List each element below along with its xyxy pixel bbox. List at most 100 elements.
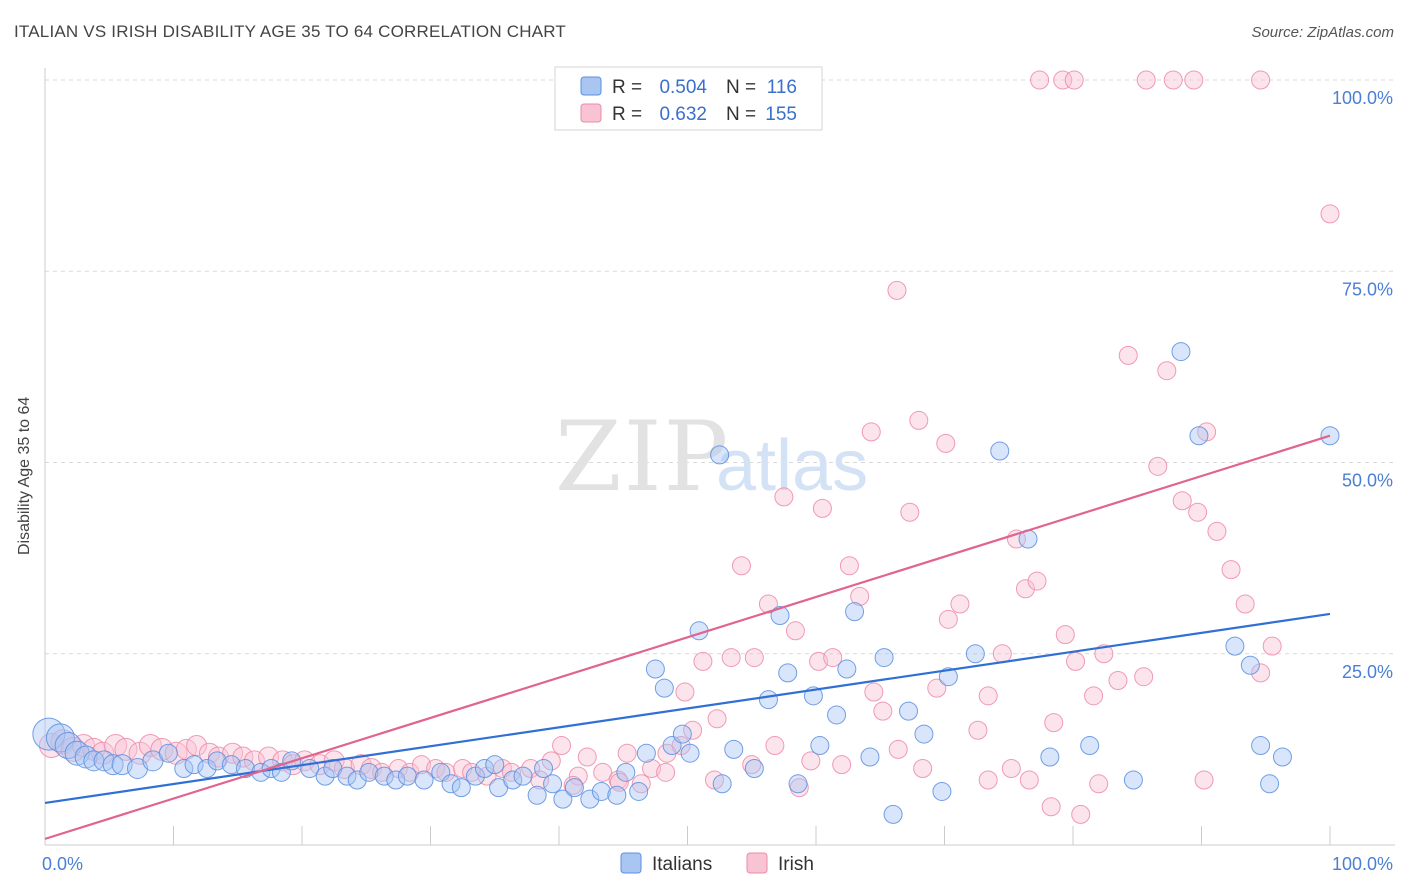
data-point bbox=[1001, 759, 1021, 778]
data-point bbox=[978, 686, 998, 706]
data-point bbox=[758, 690, 778, 710]
data-point bbox=[693, 651, 713, 671]
data-point bbox=[607, 785, 627, 805]
series-irish bbox=[38, 70, 1340, 824]
data-point bbox=[591, 781, 611, 801]
data-point bbox=[680, 743, 700, 763]
legend-swatch-irish bbox=[746, 852, 768, 874]
data-point bbox=[724, 739, 744, 759]
data-point bbox=[913, 759, 933, 778]
data-point bbox=[1189, 426, 1209, 446]
data-point bbox=[1027, 571, 1047, 591]
data-point bbox=[1136, 70, 1156, 90]
data-point bbox=[909, 410, 929, 430]
data-point bbox=[232, 746, 254, 768]
data-point bbox=[744, 648, 764, 668]
data-point bbox=[712, 774, 732, 794]
data-point bbox=[1041, 797, 1061, 817]
data-point bbox=[553, 789, 573, 809]
data-point bbox=[451, 778, 471, 798]
data-point bbox=[617, 743, 637, 763]
data-point bbox=[1157, 361, 1177, 381]
data-point bbox=[1044, 713, 1064, 733]
data-point bbox=[1171, 342, 1191, 362]
x-tick-label: 0.0% bbox=[42, 854, 83, 874]
stats-swatch bbox=[580, 103, 602, 123]
n-value: 116 bbox=[767, 77, 797, 98]
data-point bbox=[127, 758, 149, 779]
legend-label-italians: Italians bbox=[652, 854, 712, 875]
data-point bbox=[683, 720, 703, 740]
data-point bbox=[888, 739, 908, 759]
trend-line-irish bbox=[44, 434, 1331, 840]
data-point bbox=[927, 678, 947, 698]
data-point bbox=[564, 778, 584, 798]
data-point bbox=[1172, 491, 1192, 511]
data-point bbox=[474, 759, 494, 778]
data-point bbox=[158, 743, 178, 763]
data-point bbox=[1320, 204, 1340, 224]
data-point bbox=[1225, 636, 1245, 656]
data-point bbox=[386, 770, 406, 790]
data-point bbox=[629, 781, 649, 801]
data-point bbox=[900, 502, 920, 522]
data-point bbox=[812, 498, 832, 518]
data-point bbox=[1188, 502, 1208, 522]
data-point bbox=[744, 759, 764, 778]
data-point bbox=[770, 606, 790, 625]
data-point bbox=[1240, 655, 1260, 675]
r-value: 0.504 bbox=[659, 77, 707, 98]
data-point bbox=[32, 717, 66, 751]
data-point bbox=[1040, 747, 1060, 767]
data-point bbox=[936, 433, 956, 453]
data-point bbox=[207, 751, 227, 771]
data-point bbox=[765, 736, 785, 756]
data-point bbox=[1262, 636, 1282, 656]
data-point bbox=[1055, 625, 1075, 645]
n-value: 155 bbox=[765, 104, 797, 125]
legend-label-irish: Irish bbox=[778, 854, 814, 875]
data-point bbox=[397, 766, 417, 786]
data-point bbox=[832, 755, 852, 775]
bottom-legend: Italians Irish bbox=[620, 852, 814, 875]
data-point bbox=[968, 720, 988, 740]
data-point bbox=[1251, 70, 1271, 90]
data-point bbox=[850, 586, 870, 606]
data-point bbox=[593, 762, 613, 782]
data-point bbox=[1194, 770, 1214, 790]
data-point bbox=[1019, 770, 1039, 790]
data-point bbox=[827, 705, 847, 725]
y-tick-label: 75.0% bbox=[1342, 279, 1393, 299]
data-point bbox=[1089, 774, 1109, 794]
data-point bbox=[1064, 70, 1084, 90]
data-point bbox=[45, 723, 75, 753]
data-point bbox=[1221, 560, 1241, 580]
data-point bbox=[860, 747, 880, 767]
data-point bbox=[654, 678, 674, 698]
data-point bbox=[501, 762, 521, 782]
data-point bbox=[414, 770, 434, 790]
n-label: N = bbox=[726, 77, 756, 98]
data-point bbox=[541, 751, 561, 771]
data-point bbox=[810, 736, 830, 756]
stats-legend: R = 0.504 N = 116 R = 0.632 N = 155 bbox=[554, 66, 823, 131]
data-point bbox=[527, 785, 547, 805]
data-point bbox=[823, 648, 843, 668]
data-point bbox=[1260, 774, 1280, 794]
data-point bbox=[950, 594, 970, 614]
r-value: 0.632 bbox=[659, 104, 707, 125]
data-point bbox=[64, 740, 90, 766]
data-point bbox=[1123, 770, 1143, 790]
r-label: R = bbox=[612, 77, 642, 98]
data-point bbox=[636, 743, 656, 763]
data-point bbox=[656, 762, 676, 782]
data-point bbox=[534, 759, 554, 778]
data-point bbox=[580, 789, 600, 809]
data-point bbox=[721, 648, 741, 668]
data-point bbox=[785, 621, 805, 641]
data-point bbox=[1084, 686, 1104, 706]
data-point bbox=[731, 556, 751, 576]
data-point bbox=[1015, 579, 1035, 599]
data-point bbox=[503, 770, 523, 790]
